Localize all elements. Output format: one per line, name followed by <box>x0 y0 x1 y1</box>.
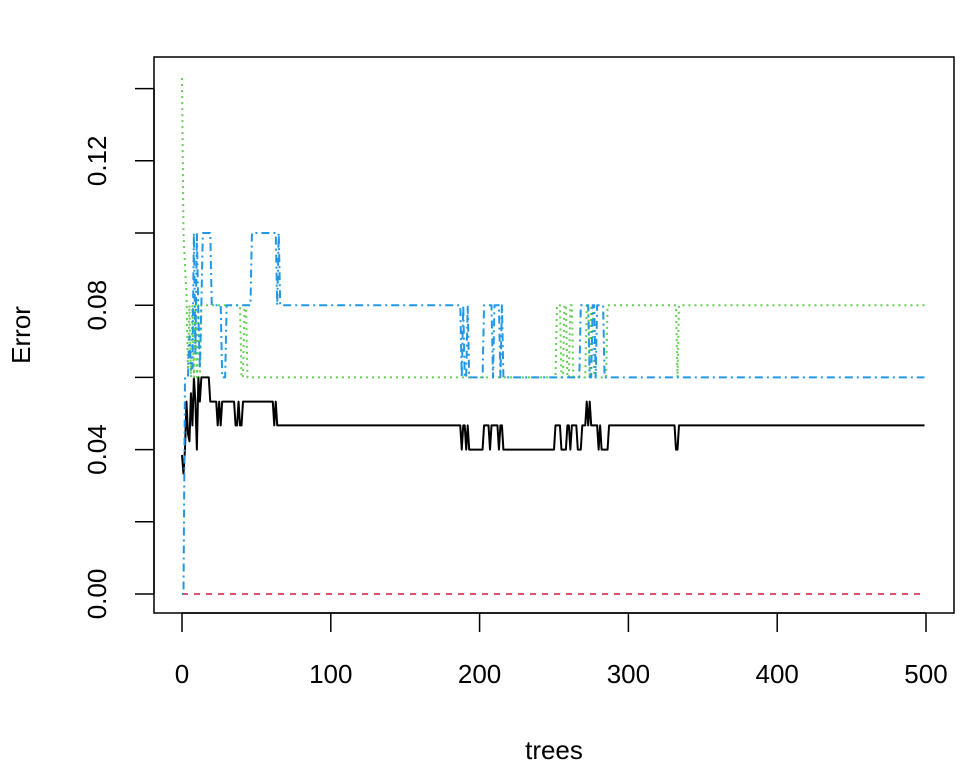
series-group <box>181 78 925 595</box>
x-axis-label: trees <box>525 735 583 765</box>
y-axis-label: Error <box>6 306 36 364</box>
x-tick-label: 0 <box>175 659 189 689</box>
y-tick-label: 0.12 <box>82 135 112 186</box>
x-tick-label: 200 <box>458 659 501 689</box>
axes-group: 0 100 200 300 400 500 0.00 0.04 0.08 0.12 <box>82 87 948 689</box>
y-tick-label: 0.08 <box>82 280 112 331</box>
series-line-3 <box>182 232 925 595</box>
x-tick-label: 400 <box>756 659 799 689</box>
series-line-2 <box>181 78 925 379</box>
x-tick-label: 300 <box>607 659 650 689</box>
plot-frame <box>153 56 955 614</box>
y-tick-label: 0.00 <box>82 569 112 620</box>
x-tick-label: 100 <box>309 659 352 689</box>
series-line-0 <box>181 376 925 475</box>
x-tick-label: 500 <box>904 659 947 689</box>
y-tick-label: 0.04 <box>82 424 112 475</box>
